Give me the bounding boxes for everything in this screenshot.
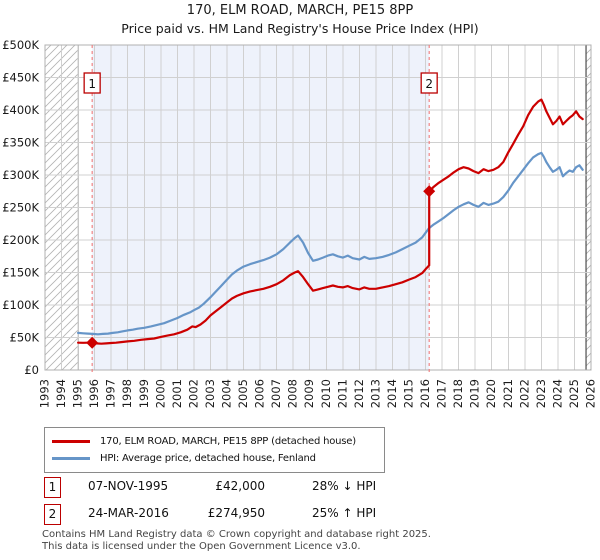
sale-diamond-marker bbox=[423, 185, 436, 198]
x-axis-tick-label: 1996 bbox=[87, 379, 101, 408]
sale-diamond-marker bbox=[86, 336, 99, 349]
price-paid-line-swatch bbox=[52, 440, 90, 443]
table-row-sale-1: 1 07-NOV-1995 £42,000 28% ↓ HPI bbox=[0, 477, 600, 499]
x-axis-tick-label: 2026 bbox=[584, 379, 598, 408]
page-subtitle: Price paid vs. HM Land Registry's House … bbox=[121, 21, 479, 36]
x-axis-tick-label: 2019 bbox=[468, 379, 482, 408]
table-row-sale-2: 2 24-MAR-2016 £274,950 25% ↑ HPI bbox=[0, 504, 600, 526]
x-axis-tick-label: 2015 bbox=[402, 379, 416, 408]
gridlines bbox=[44, 44, 592, 371]
y-axis-tick-label: £500K bbox=[2, 38, 39, 52]
x-axis-tick-label: 2012 bbox=[352, 379, 366, 408]
x-axis-tick-label: 2016 bbox=[418, 379, 432, 408]
x-axis-tick-label: 2001 bbox=[170, 379, 184, 408]
sale-price: £42,000 bbox=[215, 479, 265, 493]
x-axis-tick-label: 2017 bbox=[435, 379, 449, 408]
x-axis-tick-label: 1999 bbox=[137, 379, 151, 408]
sale-date: 24-MAR-2016 bbox=[88, 506, 169, 520]
sale-hpi-delta: 28% ↓ HPI bbox=[312, 479, 377, 493]
x-axis-tick-label: 2022 bbox=[517, 379, 531, 408]
chart-legend: 170, ELM ROAD, MARCH, PE15 8PP (detached… bbox=[44, 427, 385, 473]
y-axis-tick-label: £200K bbox=[2, 233, 39, 247]
x-axis-tick-label: 2025 bbox=[567, 379, 581, 408]
x-axis-tick-label: 2020 bbox=[484, 379, 498, 408]
sale-number-badge: 2 bbox=[44, 504, 61, 525]
y-axis-tick-label: £350K bbox=[2, 136, 39, 150]
sale-hpi-delta: 25% ↑ HPI bbox=[312, 506, 377, 520]
x-axis-tick-label: 2000 bbox=[153, 379, 167, 408]
x-axis-tick-label: 2004 bbox=[220, 379, 234, 408]
sale-price: £274,950 bbox=[207, 506, 265, 520]
legend-label-hpi: HPI: Average price, detached house, Fenl… bbox=[100, 453, 316, 464]
legend-item-price-paid: 170, ELM ROAD, MARCH, PE15 8PP (detached… bbox=[52, 433, 377, 450]
sale-date: 07-NOV-1995 bbox=[88, 479, 169, 493]
footer: Contains HM Land Registry data © Crown c… bbox=[42, 529, 431, 552]
plot-frame bbox=[44, 44, 592, 371]
hpi-line-swatch bbox=[52, 457, 90, 460]
x-axis-tick-label: 2014 bbox=[385, 379, 399, 408]
hpi-line bbox=[77, 151, 584, 336]
price-paid-line bbox=[77, 98, 584, 345]
x-axis-tick-label: 2003 bbox=[203, 379, 217, 408]
x-axis-tick-label: 2010 bbox=[319, 379, 333, 408]
x-axis-tick-label: 2006 bbox=[253, 379, 267, 408]
x-axis-tick-label: 2008 bbox=[286, 379, 300, 408]
sale-number-box bbox=[83, 72, 101, 94]
x-axis-tick-label: 2013 bbox=[368, 379, 382, 408]
y-axis-tick-label: £0 bbox=[24, 363, 39, 377]
sale-number-box-label: 1 bbox=[88, 77, 96, 91]
x-axis-tick-label: 1995 bbox=[71, 379, 85, 408]
y-axis-tick-label: £300K bbox=[2, 168, 39, 182]
footer-line2: This data is licensed under the Open Gov… bbox=[42, 540, 361, 552]
y-axis-tick-label: £400K bbox=[2, 103, 39, 117]
x-axis-tick-label: 2007 bbox=[269, 379, 283, 408]
legend-item-hpi: HPI: Average price, detached house, Fenl… bbox=[52, 450, 377, 467]
sale-number-box bbox=[420, 72, 438, 94]
sale-number-box-label: 2 bbox=[425, 77, 433, 91]
y-axis-tick-label: £250K bbox=[2, 201, 39, 215]
x-axis-tick-label: 2005 bbox=[236, 379, 250, 408]
x-axis-tick-label: 2002 bbox=[186, 379, 200, 408]
legend-label-price-paid: 170, ELM ROAD, MARCH, PE15 8PP (detached… bbox=[100, 436, 356, 447]
y-axis-tick-label: £450K bbox=[2, 71, 39, 85]
x-axis-tick-label: 2024 bbox=[550, 379, 564, 408]
footer-line1: Contains HM Land Registry data © Crown c… bbox=[42, 529, 431, 540]
x-axis-tick-label: 1997 bbox=[104, 379, 118, 408]
sale-number-badge: 1 bbox=[44, 477, 61, 498]
x-axis-tick-label: 1993 bbox=[38, 379, 52, 408]
y-axis-tick-label: £150K bbox=[2, 266, 39, 280]
page-title: 170, ELM ROAD, MARCH, PE15 8PP bbox=[186, 3, 414, 18]
x-axis-tick-label: 2023 bbox=[534, 379, 548, 408]
x-axis-tick-label: 1994 bbox=[54, 379, 68, 408]
x-axis-tick-label: 2009 bbox=[302, 379, 316, 408]
y-axis-tick-label: £50K bbox=[10, 331, 40, 345]
price-chart: 1 2 £0 £50K £100K £150K £200K £250K £300K £350K £4… bbox=[2, 38, 598, 408]
y-axis-tick-label: £100K bbox=[2, 298, 39, 312]
x-axis-tick-label: 1998 bbox=[120, 379, 134, 408]
x-axis-tick-label: 2011 bbox=[335, 379, 349, 408]
x-axis-tick-label: 2018 bbox=[451, 379, 465, 408]
x-axis-tick-label: 2021 bbox=[501, 379, 515, 408]
